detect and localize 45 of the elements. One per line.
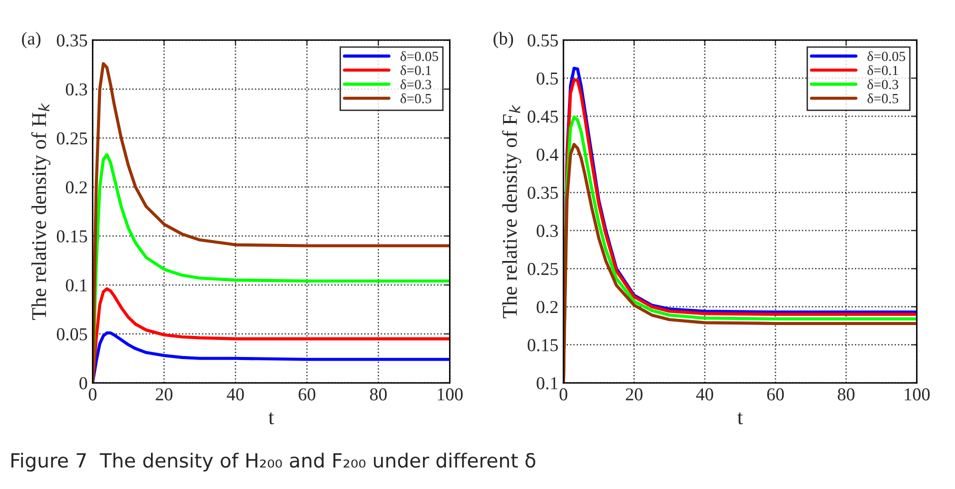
x-tick-label: 80 (838, 388, 854, 400)
y-tick-label: 0.35 (56, 34, 88, 47)
y-tick-label: 0.25 (56, 132, 88, 145)
legend-label: δ=0.05 (868, 51, 906, 62)
legend-label: δ=0.05 (400, 51, 438, 62)
x-tick-label: 20 (156, 388, 172, 400)
y-tick-label: 0.15 (528, 339, 558, 352)
y-axis-title: The relative density of H$_{k}$ (31, 102, 50, 320)
y-tick-label: 0.1 (536, 377, 558, 390)
text: (a) (22, 32, 40, 48)
x-tick-label: 40 (696, 388, 714, 400)
legend-label: δ=0.5 (868, 93, 898, 104)
y-axis-title: The relative density of F$_{k}$ (502, 104, 522, 318)
y-tick-label: 0.4 (536, 148, 558, 161)
y-tick-label: 0.35 (528, 186, 558, 199)
x-tick-label: 0 (560, 388, 568, 400)
y-tick-label: 0.45 (528, 110, 558, 123)
y-tick-label: 0.1 (66, 279, 87, 292)
legend-label: δ=0.3 (400, 79, 432, 90)
legend-label: δ=0.1 (868, 65, 898, 76)
y-tick-label: 0.05 (56, 328, 88, 340)
x-tick-label: 0 (88, 388, 96, 400)
x-axis-title: t (268, 412, 274, 424)
y-tick-label: 0 (79, 377, 88, 390)
legend-label: δ=0.5 (400, 93, 432, 104)
y-tick-label: 0.3 (66, 83, 88, 96)
x-tick-label: 80 (370, 388, 387, 400)
caption: Figure 7 The density of H₂₀₀ and F₂₀₀ under different δ (11, 452, 536, 472)
x-tick-label: 100 (438, 388, 463, 400)
y-tick-label: 0.5 (536, 72, 558, 85)
x-tick-label: 20 (626, 388, 642, 400)
x-tick-label: 60 (298, 388, 316, 400)
y-tick-label: 0.15 (56, 230, 88, 242)
y-tick-label: 0.3 (536, 224, 558, 238)
text: (b) (494, 32, 514, 48)
y-tick-label: 0.2 (536, 300, 558, 314)
legend-label: δ=0.3 (868, 79, 898, 90)
y-tick-label: 0.55 (528, 34, 558, 47)
x-tick-label: 60 (767, 388, 784, 400)
x-tick-label: 100 (904, 388, 930, 400)
y-tick-label: 0.2 (66, 181, 87, 194)
x-tick-label: 40 (226, 388, 244, 400)
x-axis-title: t (737, 412, 743, 424)
y-tick-label: 0.25 (528, 262, 558, 276)
legend-label: δ=0.1 (400, 65, 431, 76)
